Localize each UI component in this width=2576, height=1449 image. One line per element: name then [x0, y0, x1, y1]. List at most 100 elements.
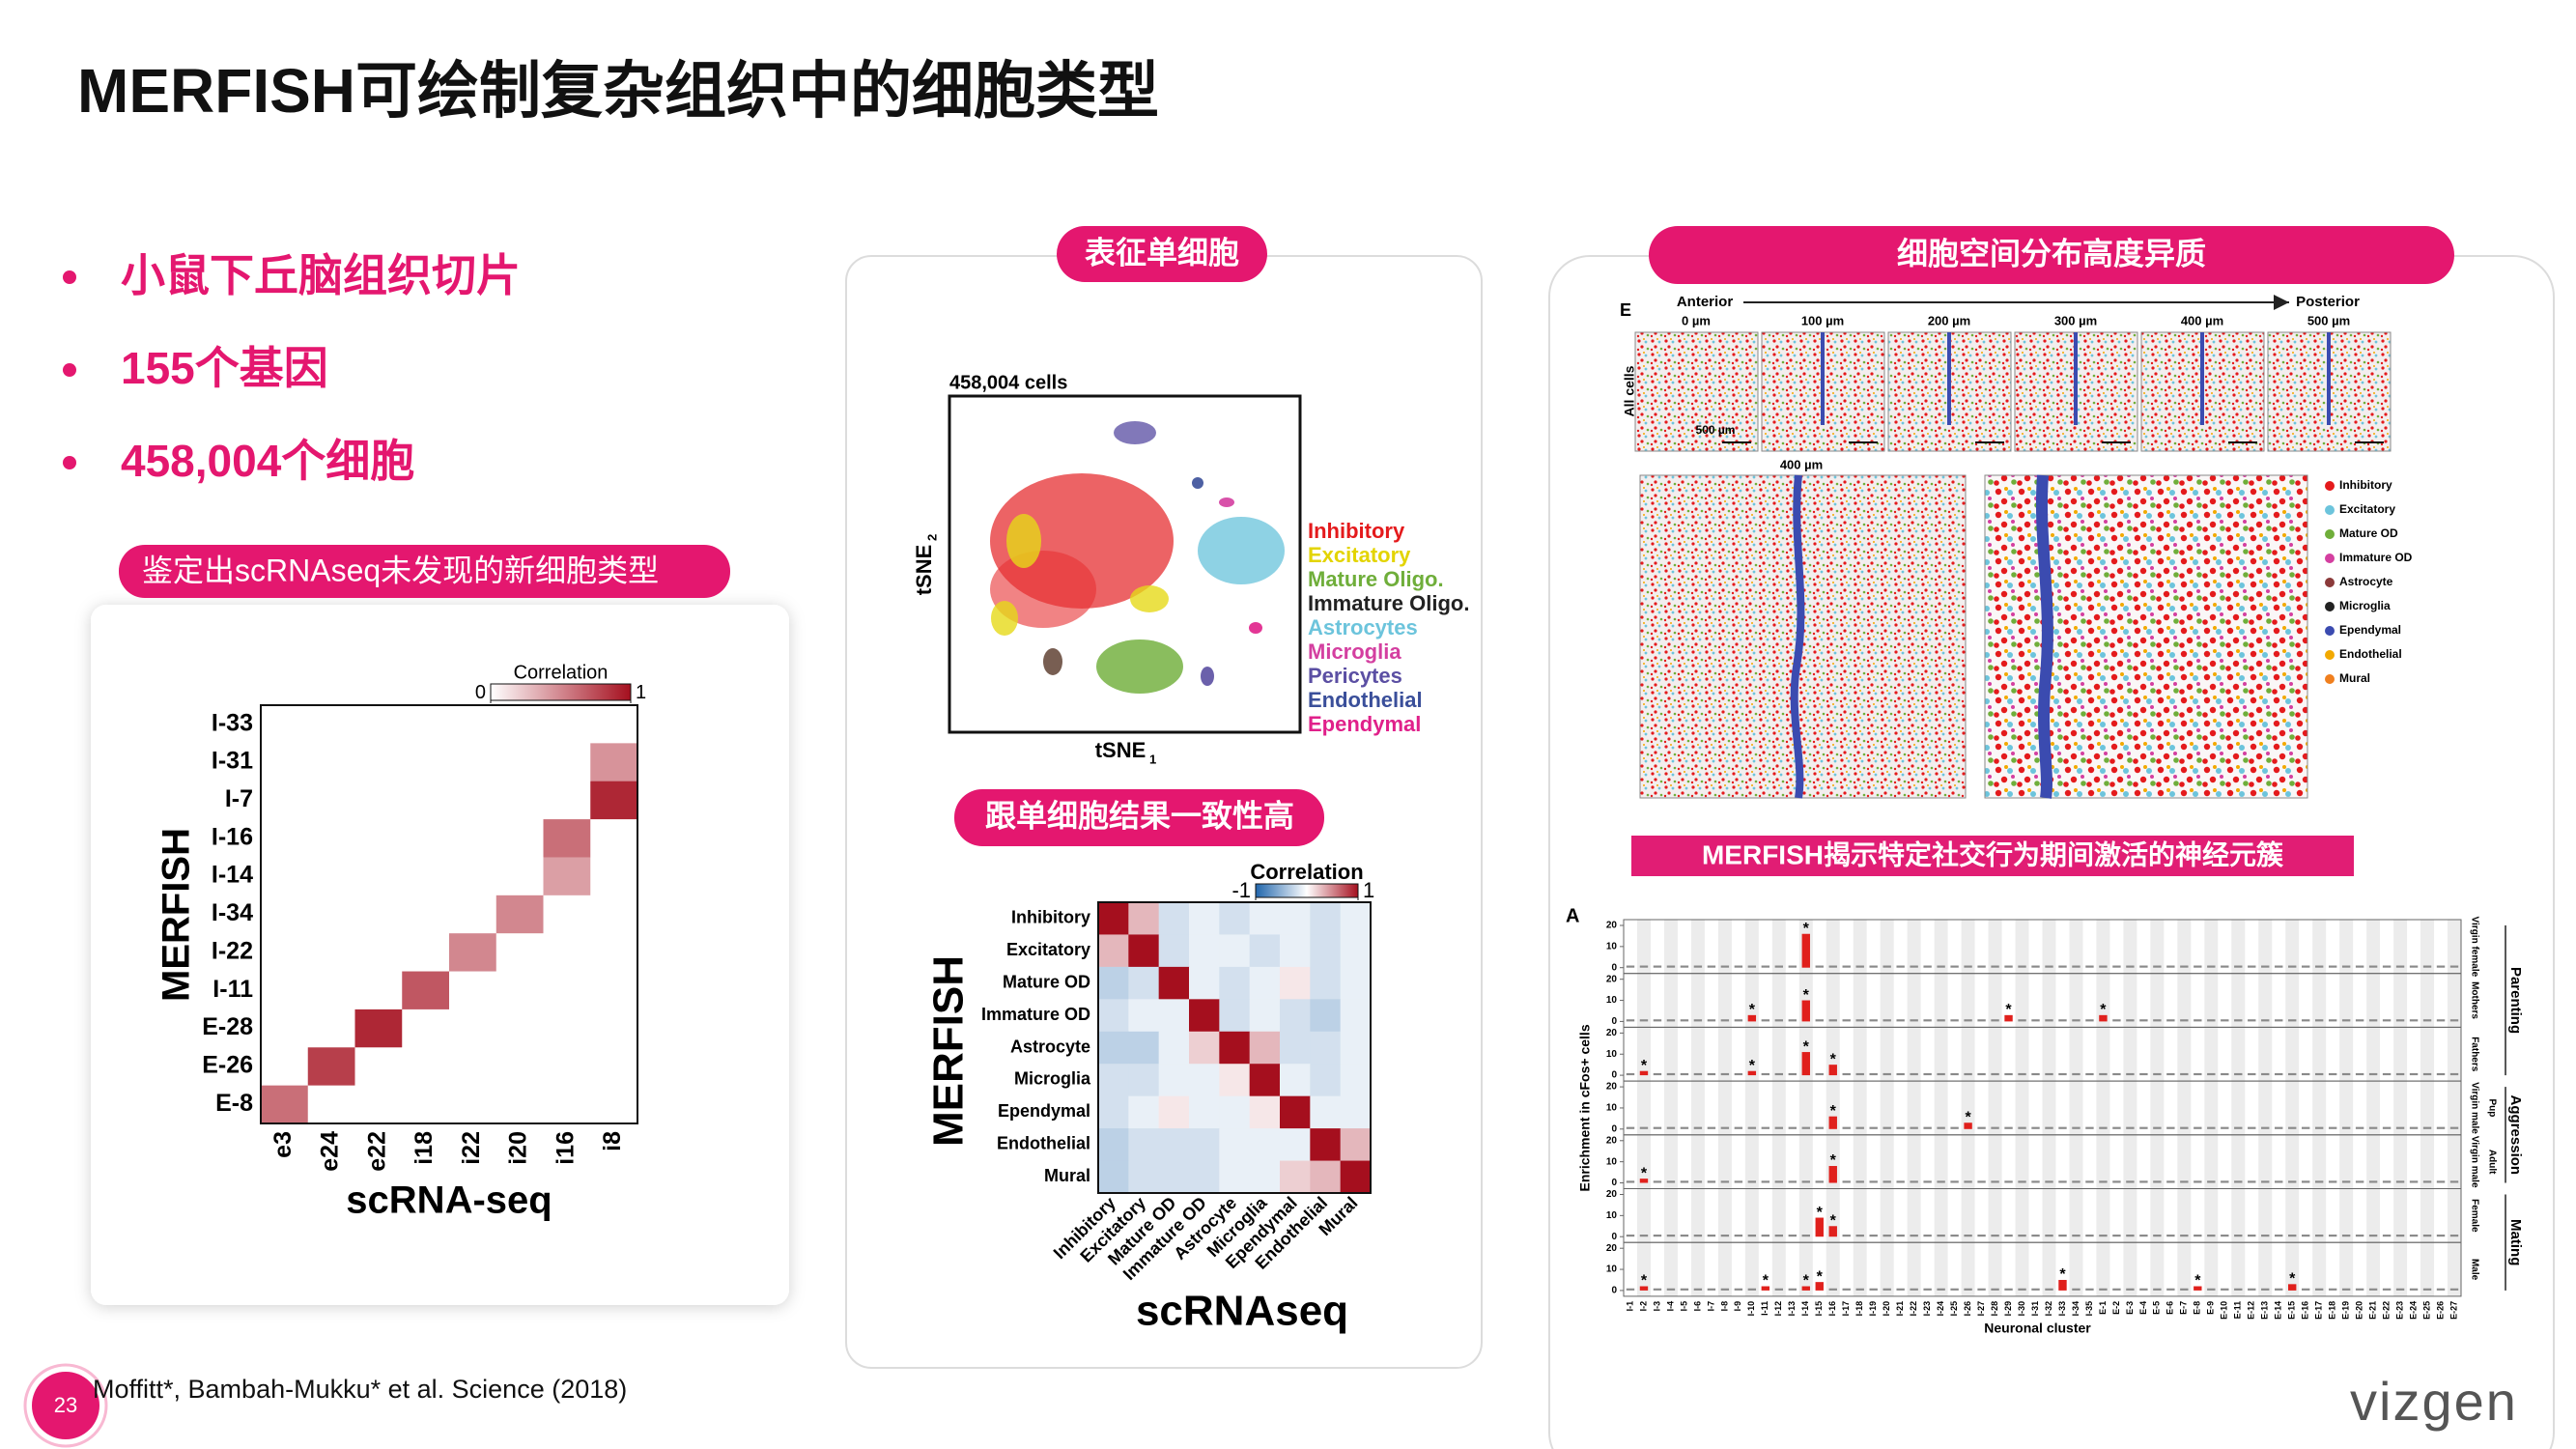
row-label: E-26 — [202, 1052, 253, 1079]
column-stripe — [1826, 920, 1840, 1296]
heatmap-cell — [1219, 1128, 1251, 1162]
bar — [1882, 1235, 1891, 1237]
row-label: I-7 — [225, 785, 253, 812]
bar — [1680, 1235, 1689, 1237]
bar — [1707, 1235, 1716, 1237]
x-tick-label: E-13 — [2260, 1301, 2270, 1320]
heatmap-cell — [449, 743, 497, 782]
zoom-label: 400 µm — [1780, 457, 1823, 471]
bar — [1977, 1126, 1986, 1129]
bar — [1910, 1072, 1918, 1076]
bar — [2395, 1126, 2405, 1129]
bar — [2018, 1180, 2026, 1183]
bar — [1626, 1019, 1635, 1022]
x-tick-label: E-22 — [2381, 1301, 2391, 1320]
bar — [1842, 1072, 1851, 1076]
heatmap-cell — [1189, 1128, 1220, 1162]
bar — [2085, 1288, 2094, 1291]
position-label: 300 µm — [2054, 313, 2097, 327]
x-tick-label: I-24 — [1936, 1301, 1945, 1317]
heatmap-cell — [1249, 1095, 1281, 1129]
bar — [1815, 1217, 1824, 1237]
y-tick-label: 20 — [1606, 1189, 1618, 1200]
bar — [1761, 1126, 1770, 1129]
heatmap-cell — [354, 1047, 403, 1087]
heatmap-cell — [1098, 1128, 1129, 1162]
bar — [1788, 1288, 1797, 1291]
bar — [2234, 1180, 2243, 1183]
bar — [1991, 1288, 1999, 1291]
heatmap-cell — [1340, 1160, 1372, 1194]
row-label: Astrocyte — [1010, 1037, 1090, 1056]
heatmap-cell — [1249, 1031, 1281, 1065]
x-tick-label: E-2 — [2111, 1301, 2121, 1315]
heatmap-cell — [1098, 1160, 1129, 1194]
heatmap-cell — [1340, 999, 1372, 1033]
bar — [2409, 1235, 2419, 1237]
banner — [954, 789, 1324, 846]
bar — [2221, 1072, 2229, 1076]
heatmap-cell — [1340, 966, 1372, 1000]
bar — [2234, 965, 2243, 968]
bar — [1950, 965, 1959, 968]
heatmap-cell — [307, 857, 355, 896]
bar — [2301, 1180, 2310, 1183]
bar — [1855, 1180, 1864, 1183]
bar — [2449, 1126, 2459, 1129]
column-label: e24 — [317, 1131, 344, 1172]
heatmap-cell — [1098, 902, 1129, 935]
bar — [2422, 1126, 2432, 1129]
heatmap-cell — [590, 933, 638, 973]
bar — [1896, 1019, 1905, 1022]
bar — [2099, 965, 2108, 968]
bar — [1910, 1288, 1918, 1291]
bar — [2382, 1072, 2392, 1076]
scale-label: 500 µm — [1696, 423, 1736, 437]
bar — [1937, 965, 1945, 968]
bar — [1707, 1288, 1716, 1291]
heatmap-cell — [449, 857, 497, 896]
bar — [1882, 1019, 1891, 1022]
bar — [1964, 1072, 1972, 1076]
heatmap-cell — [1249, 902, 1281, 935]
bar — [2409, 1126, 2419, 1129]
bar — [1734, 1288, 1743, 1291]
bar — [2139, 1072, 2148, 1076]
bar — [2436, 1019, 2446, 1022]
bar — [1734, 1235, 1743, 1237]
bar — [1774, 1288, 1784, 1291]
bar — [1937, 1126, 1945, 1129]
bar — [2248, 1072, 2256, 1076]
bar — [1707, 1072, 1716, 1076]
row-label: I-34 — [212, 899, 253, 926]
bar — [2275, 1235, 2283, 1237]
bar — [2194, 1126, 2202, 1129]
significance-star: * — [1763, 1273, 1769, 1290]
bar — [1747, 1235, 1757, 1237]
bar — [2018, 1126, 2026, 1129]
row-label: I-11 — [212, 976, 253, 1003]
subgroup-label: Pup — [2486, 1099, 2497, 1118]
heatmap-cell — [1249, 1128, 1281, 1162]
heatmap-cell — [354, 1085, 403, 1124]
significance-star: * — [2194, 1273, 2201, 1290]
bar — [2058, 1180, 2067, 1183]
bar — [1680, 1126, 1689, 1129]
logo: vizgen — [2350, 1371, 2518, 1432]
heatmap-cell — [1310, 999, 1342, 1033]
bar — [2422, 1019, 2432, 1022]
bar — [2248, 1126, 2256, 1129]
bar — [1761, 1286, 1770, 1291]
heatmap-cell — [1189, 934, 1220, 968]
bar — [2422, 965, 2432, 968]
bar — [1707, 1180, 1716, 1183]
bar — [1680, 1288, 1689, 1291]
bar — [1869, 1235, 1878, 1237]
bar — [2288, 1126, 2297, 1129]
bar — [2166, 1180, 2175, 1183]
column-stripe — [1934, 920, 1948, 1296]
bar — [1801, 1286, 1810, 1291]
x-tick-label: I-28 — [1990, 1301, 1999, 1317]
bar — [2449, 1072, 2459, 1076]
